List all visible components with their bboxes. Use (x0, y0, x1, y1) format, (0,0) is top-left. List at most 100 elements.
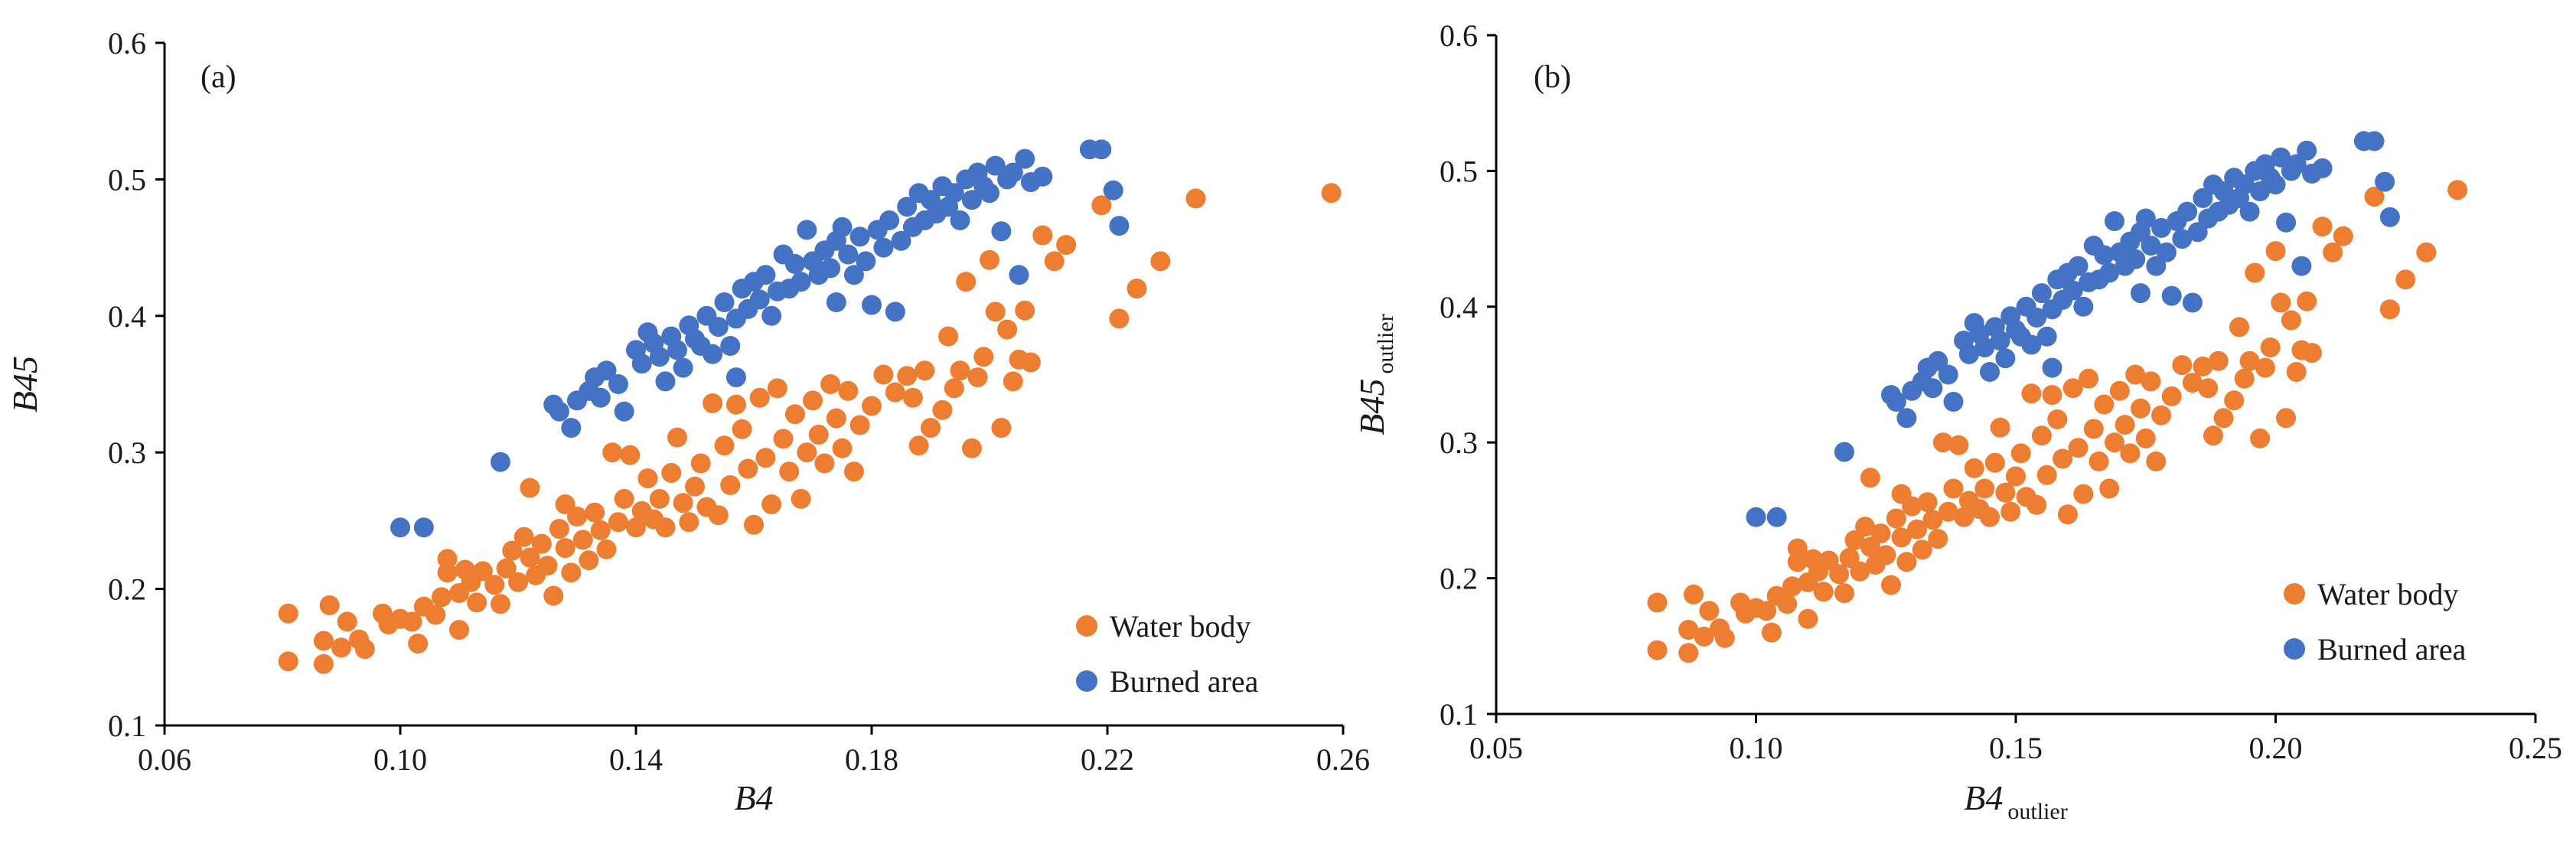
data-point-burned-area (950, 210, 970, 230)
x-axis-title-b: B4 outlier (1964, 778, 2067, 824)
data-point-water-body (508, 572, 528, 592)
data-point-water-body (620, 445, 641, 465)
x-tick-label-b: 0.20 (2249, 731, 2303, 765)
data-point-water-body (1834, 583, 1854, 604)
data-point-burned-area (1995, 348, 2016, 369)
data-point-water-body (873, 364, 894, 385)
data-point-water-body (779, 461, 800, 482)
data-point-water-body (484, 575, 505, 595)
data-point-burned-area (549, 401, 569, 422)
data-point-water-body (1015, 300, 1035, 321)
data-point-burned-area (2036, 326, 2057, 347)
y-tick-label-b: 0.4 (1440, 290, 1478, 324)
data-point-water-body (791, 488, 811, 509)
data-point-water-body (555, 494, 576, 514)
data-point-water-body (1761, 622, 1782, 643)
data-point-water-body (1860, 468, 1880, 488)
data-point-water-body (885, 382, 905, 403)
data-point-water-body (514, 526, 534, 547)
data-point-burned-area (2187, 222, 2208, 243)
data-point-water-body (714, 435, 735, 456)
data-point-water-body (980, 249, 999, 270)
data-point-burned-area (1009, 265, 1029, 285)
data-point-water-body (985, 302, 1006, 322)
data-point-burned-area (2021, 334, 2042, 355)
data-point-water-body (331, 637, 351, 658)
data-point-burned-area (2146, 256, 2167, 276)
data-point-water-body (897, 366, 918, 386)
data-point-water-body (431, 587, 452, 608)
data-point-water-body (767, 378, 787, 399)
x-tick-label-b: 0.05 (1469, 731, 1523, 765)
data-point-water-body (932, 399, 953, 420)
data-point-burned-area (2141, 236, 2161, 256)
data-point-water-body (1912, 539, 1932, 560)
data-point-water-body (408, 634, 429, 654)
data-point-water-body (784, 404, 805, 425)
data-point-water-body (2245, 262, 2265, 283)
y-tick-label-a: 0.5 (108, 162, 146, 197)
data-point-water-body (1678, 643, 1699, 663)
data-point-water-body (1907, 519, 1927, 539)
data-point-water-body (2447, 180, 2468, 200)
data-point-water-body (2010, 443, 2031, 464)
data-point-burned-area (1974, 337, 1995, 357)
data-point-burned-area (885, 302, 905, 322)
data-point-water-body (2000, 501, 2021, 522)
data-point-burned-area (667, 340, 687, 360)
data-point-burned-area (2286, 154, 2307, 174)
data-point-water-body (2395, 269, 2416, 290)
data-point-water-body (2302, 343, 2322, 363)
data-point-water-body (1974, 478, 1995, 499)
data-point-burned-area (561, 418, 582, 438)
data-point-burned-area (1032, 166, 1053, 187)
data-point-water-body (402, 611, 422, 632)
x-tick-label-a: 0.06 (138, 742, 191, 777)
data-point-water-body (1003, 371, 1023, 392)
data-point-burned-area (1746, 507, 1766, 527)
data-point-water-body (2125, 364, 2146, 385)
data-point-water-body (1891, 527, 1912, 548)
data-point-burned-area (985, 155, 1006, 176)
data-point-water-body (838, 380, 859, 401)
data-point-burned-area (2135, 208, 2156, 229)
data-point-burned-area (1886, 392, 1906, 412)
legend-marker-burned-area (2284, 638, 2305, 660)
data-point-water-body (2182, 373, 2203, 393)
data-point-water-body (626, 517, 646, 538)
data-point-burned-area (2151, 217, 2172, 238)
data-point-burned-area (2156, 242, 2177, 262)
data-point-burned-area (1109, 216, 1130, 236)
data-point-water-body (2234, 368, 2255, 389)
data-point-water-body (956, 272, 977, 292)
data-point-water-body (1032, 225, 1053, 246)
legend-marker-burned-area (1076, 670, 1097, 692)
data-point-burned-area (2105, 211, 2124, 231)
data-point-water-body (1813, 582, 1834, 602)
data-point-water-body (2224, 390, 2245, 411)
data-point-burned-area (2291, 256, 2312, 276)
data-point-water-body (2151, 405, 2172, 425)
y-tick-label-b: 0.1 (1440, 697, 1478, 732)
x-tick-label-b: 0.15 (1989, 731, 2043, 765)
data-point-burned-area (826, 292, 846, 312)
data-point-water-body (667, 427, 687, 448)
data-point-burned-area (649, 347, 670, 367)
y-tick-label-a: 0.3 (108, 435, 146, 470)
data-point-water-body (1932, 432, 1953, 453)
data-point-water-body (991, 418, 1012, 438)
legend-b: Water body Burned area (2284, 577, 2467, 667)
data-point-water-body (561, 562, 582, 583)
data-point-burned-area (873, 237, 894, 258)
data-point-water-body (661, 463, 682, 483)
data-point-water-body (2089, 451, 2109, 471)
data-point-water-body (2250, 428, 2271, 448)
data-point-water-body (685, 476, 705, 497)
data-point-burned-area (891, 230, 911, 251)
data-point-water-body (967, 367, 988, 388)
data-point-water-body (2073, 484, 2094, 504)
legend-marker-water-body (1076, 615, 1097, 637)
data-point-water-body (950, 360, 970, 381)
y-tick-label-b: 0.2 (1440, 562, 1478, 596)
